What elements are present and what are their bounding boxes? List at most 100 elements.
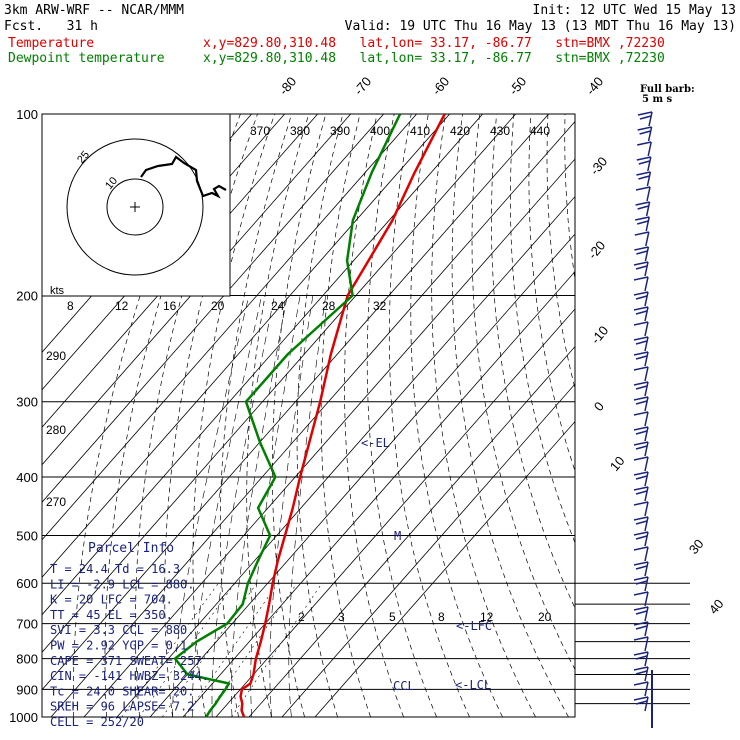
hodo-tick-label: 28 <box>322 299 336 313</box>
wind-barb-flag <box>633 291 649 296</box>
dry-adiabat <box>164 114 258 717</box>
init-time: Init: 12 UTC Wed 15 May 13 <box>532 3 737 18</box>
wind-barb-flag <box>633 411 649 416</box>
hodo-units: kts <box>50 285 65 297</box>
parcel-info-row: LI = -2.9 LCL = 880. <box>50 577 195 591</box>
pressure-tick-label: 300 <box>16 395 38 410</box>
wind-barb-flag <box>635 340 648 345</box>
wind-barb <box>644 516 649 532</box>
wind-barb <box>644 441 649 457</box>
dry-adiabat <box>135 114 241 717</box>
isotherm-label: -80 <box>276 74 300 98</box>
parcel-info-row: T = 24.4 Td = 16.3 <box>50 562 180 576</box>
parcel-info-row: PW = 2.92 YGP = 0.1 <box>50 639 187 653</box>
wind-barb <box>647 126 653 142</box>
wind-barb <box>644 411 649 427</box>
ccl-marker: CCL <box>393 679 415 693</box>
wind-barb <box>644 591 649 607</box>
wind-barb-flag <box>633 306 649 311</box>
pressure-tick-label: 800 <box>16 652 38 667</box>
isotherm-line <box>281 383 575 717</box>
moist-adiabat <box>192 295 262 717</box>
mixing-ratio-label: 20 <box>538 610 552 624</box>
wind-barb <box>644 681 649 697</box>
dry-adiabat <box>471 114 575 671</box>
barb-note-1: Full barb: <box>640 84 695 95</box>
wind-barb-flag <box>635 565 648 570</box>
isotherm-line <box>42 114 417 541</box>
pressure-tick-label: 200 <box>16 289 38 304</box>
isotherm-line <box>42 114 549 691</box>
m-marker: M <box>394 529 401 543</box>
wind-barb-flag <box>633 591 649 596</box>
barb-note-2: 5 m s <box>642 94 673 105</box>
hodograph-box <box>41 113 231 297</box>
wind-barb-flag <box>638 175 650 180</box>
pressure-tick-label: 400 <box>16 470 38 485</box>
dry-adiabat <box>451 114 569 717</box>
dry-adiabat <box>410 114 503 717</box>
wind-barb <box>644 456 649 472</box>
wind-barb-flag <box>635 445 648 450</box>
wind-barb-flag <box>637 220 649 225</box>
wind-barb <box>644 426 649 442</box>
parcel-info-row: CAPE = 371 SWEAT= 257 <box>50 654 202 668</box>
wind-barb-flag <box>635 186 651 191</box>
wind-barb-flag <box>633 426 649 431</box>
wind-barb <box>644 561 649 577</box>
wind-barb <box>644 471 649 487</box>
isotherm-label: 10 <box>607 453 628 474</box>
wind-barb-flag <box>633 486 649 491</box>
wind-barb-flag <box>635 520 648 525</box>
dry-adiabat <box>246 114 310 717</box>
wind-barb-flag <box>635 355 648 360</box>
wind-barb <box>644 276 649 292</box>
wind-barb <box>644 291 649 307</box>
wind-barb-flag <box>639 115 652 120</box>
isotherm-line <box>42 114 450 578</box>
wind-barb <box>644 651 649 667</box>
wind-barb-flag <box>633 381 649 386</box>
moist-adiabat <box>211 295 275 717</box>
isotherm-line <box>83 158 575 717</box>
wind-barb <box>644 261 649 277</box>
dry-adiabat <box>388 114 470 717</box>
wind-barb-flag <box>635 490 648 495</box>
wind-barb-flag <box>635 430 648 435</box>
wind-barb-flag <box>633 576 649 581</box>
pressure-tick-label: 700 <box>16 617 38 632</box>
wind-barb-flag <box>633 351 649 356</box>
isotherm-line <box>42 114 384 503</box>
isotherm-label: -40 <box>583 74 607 98</box>
isotherm-label: -70 <box>351 74 375 98</box>
wind-barb <box>644 336 649 352</box>
theta-e-label: 420 <box>450 124 470 138</box>
wind-barb <box>644 321 649 337</box>
wind-barb-flag <box>635 580 648 585</box>
wind-barb <box>644 351 649 367</box>
wind-barb <box>647 156 652 172</box>
dry-adiabat <box>219 114 293 717</box>
dry-adiabat <box>73 114 207 717</box>
dewpoint-profile <box>173 114 402 717</box>
mixing-ratio-label: 8 <box>438 610 445 624</box>
parcel-info-row: SREH = 96 LAPSE= 7.2 <box>50 700 195 714</box>
theta-e-label: 410 <box>410 124 430 138</box>
mixing-ratio-label: 5 <box>389 610 396 624</box>
parcel-info-row: K = 20 LFC = 704. <box>50 593 173 607</box>
wind-barb-flag <box>633 456 649 461</box>
isotherm-line <box>182 270 575 717</box>
wind-barb <box>644 366 649 382</box>
wind-barb-flag <box>635 216 650 221</box>
wind-barb-flag <box>635 201 650 206</box>
wind-barb-flag <box>635 670 648 675</box>
lcl-marker: <-LCL <box>455 678 491 692</box>
wind-barb <box>644 546 649 562</box>
theta-e-label: 440 <box>530 124 550 138</box>
isotherm-line <box>314 420 575 717</box>
wind-barb-flag <box>636 171 651 176</box>
wind-barb-flag <box>633 681 649 686</box>
wind-barb-flag <box>635 400 648 405</box>
theta-e-label: 400 <box>370 124 390 138</box>
